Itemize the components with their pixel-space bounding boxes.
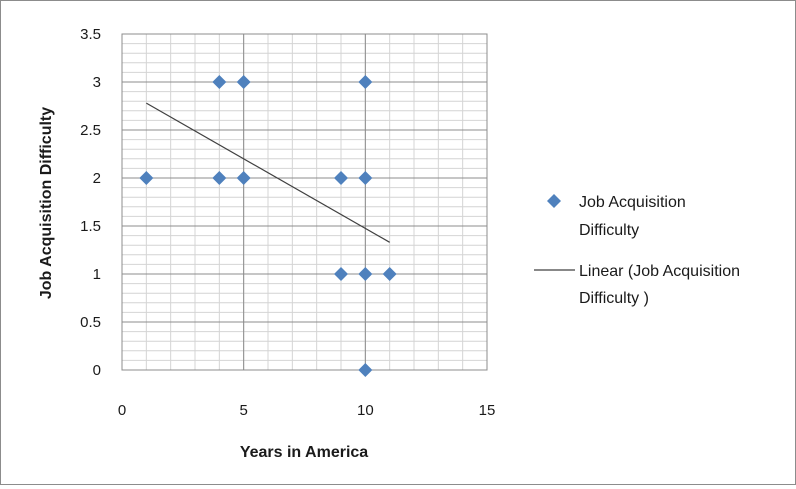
- x-tick-label: 0: [118, 402, 126, 419]
- legend-series-label-line2: Difficulty: [579, 222, 639, 239]
- data-point-diamond: [358, 267, 373, 281]
- x-tick-label: 15: [479, 402, 496, 419]
- y-axis-title: Job Acquisition Difficulty: [38, 107, 55, 299]
- data-point-diamond: [382, 267, 397, 281]
- linear-trendline: [146, 102, 390, 243]
- minor-gridlines: [121, 33, 488, 371]
- legend-series-label-line1: Job Acquisition: [579, 194, 686, 211]
- data-point-diamond: [334, 171, 348, 185]
- data-point-diamond: [358, 363, 373, 377]
- data-point-diamond: [212, 171, 227, 185]
- y-tick-label: 2: [93, 170, 101, 187]
- y-tick-label: 2.5: [80, 122, 101, 139]
- x-tick-label: 10: [357, 402, 374, 419]
- y-axis-tick-labels: 0 0.5 1 1.5 2 2.5 3 3.5: [80, 26, 101, 379]
- plot-area-border: [121, 33, 488, 371]
- data-points: [139, 75, 397, 377]
- data-point-diamond: [334, 267, 348, 281]
- major-gridlines: [121, 33, 488, 371]
- x-axis-tick-labels: 0 5 10 15: [118, 402, 496, 419]
- y-tick-label: 1.5: [80, 218, 101, 235]
- legend-trendline-label-line2: Difficulty ): [579, 290, 649, 307]
- data-point-diamond: [236, 171, 251, 185]
- y-tick-label: 0.5: [80, 314, 101, 331]
- data-point-diamond: [212, 75, 227, 89]
- legend-diamond-marker: [547, 194, 561, 208]
- data-point-diamond: [139, 171, 154, 185]
- data-point-diamond: [358, 171, 373, 185]
- y-tick-label: 1: [93, 266, 101, 283]
- x-tick-label: 5: [239, 402, 247, 419]
- y-tick-label: 0: [93, 362, 101, 379]
- data-point-diamond: [236, 75, 251, 89]
- legend: Job Acquisition Difficulty Linear (Job A…: [534, 194, 740, 307]
- y-tick-label: 3.5: [80, 26, 101, 43]
- legend-trendline-label-line1: Linear (Job Acquisition: [579, 263, 740, 280]
- y-tick-label: 3: [93, 74, 101, 91]
- x-axis-title: Years in America: [240, 444, 368, 461]
- data-point-diamond: [358, 75, 373, 89]
